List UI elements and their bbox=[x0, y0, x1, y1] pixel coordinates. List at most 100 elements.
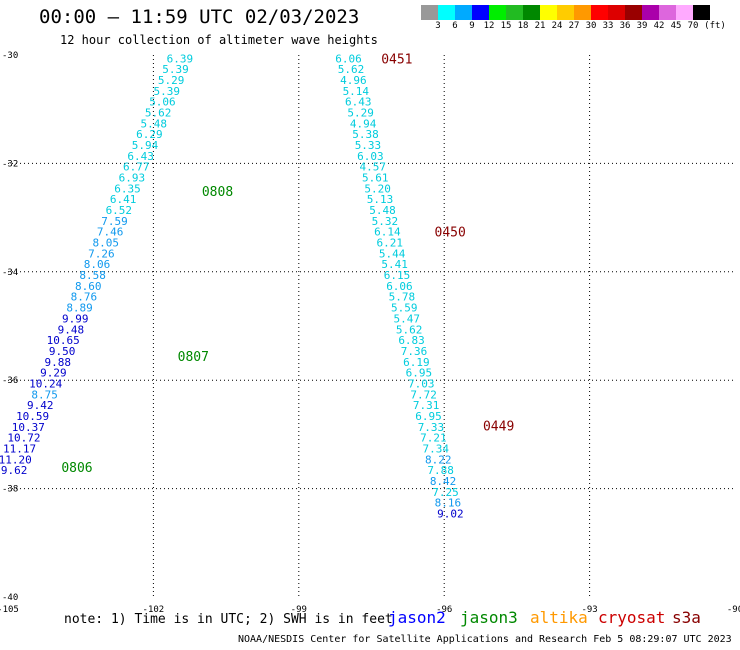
colorbar-swatch bbox=[438, 5, 455, 20]
swh-value-label: 5.62 bbox=[145, 106, 172, 119]
swh-value-label: 11.17 bbox=[3, 442, 36, 455]
swh-value-label: 5.94 bbox=[132, 139, 159, 152]
swh-value-label: 5.41 bbox=[381, 258, 408, 271]
swh-value-label: 5.13 bbox=[367, 193, 394, 206]
swh-value-label: 10.59 bbox=[16, 410, 49, 423]
colorbar-swatch bbox=[659, 5, 676, 20]
swh-value-label: 8.16 bbox=[435, 497, 462, 510]
swh-value-label: 9.50 bbox=[49, 345, 76, 358]
swh-value-label: 4.57 bbox=[360, 161, 387, 174]
swh-value-label: 6.95 bbox=[415, 410, 442, 423]
swh-value-label: 5.62 bbox=[338, 63, 365, 76]
swh-value-label: 5.39 bbox=[154, 85, 181, 98]
colorbar-swatch bbox=[421, 5, 438, 20]
x-tick-label: -102 bbox=[143, 605, 165, 615]
x-tick-label: -90 bbox=[727, 605, 740, 615]
sat-s3a-label: s3a bbox=[672, 608, 701, 627]
swh-value-label: 5.33 bbox=[355, 139, 382, 152]
swh-value-label: 7.25 bbox=[432, 486, 459, 499]
swh-value-label: 7.33 bbox=[418, 421, 445, 434]
swh-value-label: 5.29 bbox=[158, 74, 185, 87]
colorbar-label: 12 bbox=[483, 21, 495, 31]
colorbar-swatch bbox=[523, 5, 540, 20]
sat-altika-label: altika bbox=[530, 608, 588, 627]
page-subtitle: 12 hour collection of altimeter wave hei… bbox=[60, 33, 378, 47]
swh-value-label: 7.59 bbox=[101, 215, 128, 228]
swh-value-label: 11.20 bbox=[0, 453, 32, 466]
pass-time-label: 0449 bbox=[483, 420, 514, 435]
y-tick-label: -40 bbox=[2, 593, 18, 603]
swh-value-label: 5.61 bbox=[362, 171, 389, 184]
y-tick-label: -30 bbox=[2, 51, 18, 61]
colorbar-swatch bbox=[557, 5, 574, 20]
colorbar-label: 15 bbox=[500, 21, 512, 31]
swh-value-label: 9.02 bbox=[437, 508, 464, 521]
swh-value-label: 6.19 bbox=[403, 356, 430, 369]
swh-value-label: 9.88 bbox=[45, 356, 72, 369]
swh-value-label: 5.44 bbox=[379, 247, 406, 260]
colorbar-unit: (ft) bbox=[704, 21, 726, 31]
colorbar-label: 70 bbox=[687, 21, 699, 31]
swh-value-label: 6.93 bbox=[119, 171, 146, 184]
colorbar-label: 3 bbox=[435, 21, 441, 31]
swh-value-label: 6.21 bbox=[377, 237, 404, 250]
sat-jason2-label: jason2 bbox=[388, 608, 446, 627]
swh-value-label: 7.26 bbox=[88, 247, 115, 260]
swh-value-label: 5.78 bbox=[389, 291, 416, 304]
swh-value-label: 7.03 bbox=[408, 377, 435, 390]
swh-value-label: 6.77 bbox=[123, 161, 150, 174]
y-tick-label: -36 bbox=[2, 376, 18, 386]
swh-value-label: 6.41 bbox=[110, 193, 137, 206]
swh-value-label: 7.31 bbox=[413, 399, 440, 412]
colorbar-label: 9 bbox=[469, 21, 475, 31]
x-tick-label: -99 bbox=[291, 605, 307, 615]
colorbar-swatch bbox=[676, 5, 693, 20]
footer-credit: NOAA/NESDIS Center for Satellite Applica… bbox=[238, 634, 732, 645]
colorbar-swatch bbox=[472, 5, 489, 20]
sat-jason3-label: jason3 bbox=[460, 608, 518, 627]
swh-value-label: 10.72 bbox=[7, 432, 40, 445]
swh-value-label: 10.37 bbox=[12, 421, 45, 434]
x-tick-label: -93 bbox=[581, 605, 597, 615]
swh-value-label: 5.32 bbox=[372, 215, 399, 228]
swh-value-label: 9.42 bbox=[27, 399, 54, 412]
colorbar-label: 45 bbox=[670, 21, 682, 31]
swh-value-label: 8.42 bbox=[430, 475, 457, 488]
colorbar-label: 6 bbox=[452, 21, 458, 31]
swh-value-label: 8.75 bbox=[31, 388, 58, 401]
swh-value-label: 6.95 bbox=[406, 367, 433, 380]
swh-value-label: 5.39 bbox=[162, 63, 189, 76]
colorbar-label: 33 bbox=[602, 21, 614, 31]
swh-value-label: 7.34 bbox=[423, 442, 450, 455]
colorbar-swatch bbox=[625, 5, 642, 20]
swh-value-label: 6.43 bbox=[127, 150, 154, 163]
swh-value-label: 9.48 bbox=[58, 323, 85, 336]
swh-value-label: 7.72 bbox=[410, 388, 437, 401]
pass-time-label: 0451 bbox=[381, 52, 412, 67]
colorbar-label: 27 bbox=[568, 21, 580, 31]
swh-value-label: 8.89 bbox=[66, 302, 93, 315]
swh-value-label: 6.35 bbox=[114, 182, 141, 195]
swh-value-label: 6.29 bbox=[136, 128, 163, 141]
swh-value-label: 5.38 bbox=[352, 128, 379, 141]
swh-value-label: 7.21 bbox=[420, 432, 447, 445]
colorbar-swatch bbox=[455, 5, 472, 20]
swh-value-label: 4.94 bbox=[350, 117, 377, 130]
pass-time-label: 0450 bbox=[435, 226, 466, 241]
swh-value-label: 8.76 bbox=[71, 291, 98, 304]
colorbar-label: 36 bbox=[619, 21, 631, 31]
swh-value-label: 7.36 bbox=[401, 345, 428, 358]
y-tick-label: -38 bbox=[2, 485, 18, 495]
swh-value-label: 9.62 bbox=[1, 464, 28, 477]
swh-value-label: 8.58 bbox=[79, 269, 106, 282]
colorbar-swatch bbox=[693, 5, 710, 20]
colorbar-label: 42 bbox=[653, 21, 665, 31]
sat-cryosat-label: cryosat bbox=[598, 608, 666, 627]
swh-value-label: 9.29 bbox=[40, 367, 67, 380]
swh-value-label: 7.88 bbox=[427, 464, 454, 477]
swh-value-label: 8.22 bbox=[425, 453, 452, 466]
swh-value-label: 5.06 bbox=[149, 96, 176, 109]
swh-value-label: 8.60 bbox=[75, 280, 102, 293]
swh-value-label: 5.29 bbox=[347, 106, 374, 119]
swh-value-label: 5.62 bbox=[396, 323, 423, 336]
